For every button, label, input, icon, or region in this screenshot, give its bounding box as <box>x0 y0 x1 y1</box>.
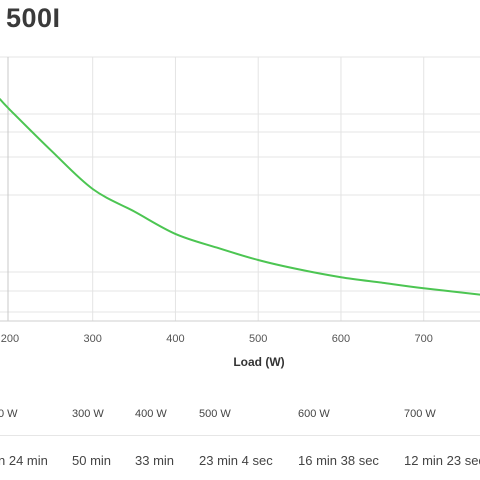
table-runtime-cell: 12 min 23 sec <box>404 453 480 468</box>
table-load-cell: 400 W <box>135 408 167 420</box>
table-divider <box>0 435 480 436</box>
x-tick-label: 700 <box>415 333 433 345</box>
x-tick-label: 600 <box>332 333 350 345</box>
table-runtime-cell: 23 min 4 sec <box>199 453 273 468</box>
runtime-table: 0 W 300 W 400 W 500 W 600 W 700 W n 24 m… <box>0 390 480 480</box>
table-load-cell: 600 W <box>298 408 330 420</box>
table-runtime-cell: 16 min 38 sec <box>298 453 379 468</box>
table-runtime-cell: n 24 min <box>0 453 48 468</box>
table-load-cell: 500 W <box>199 408 231 420</box>
x-tick-label: 300 <box>84 333 102 345</box>
chart-series <box>0 98 480 296</box>
x-tick-label: 400 <box>166 333 184 345</box>
table-load-cell: 700 W <box>404 408 436 420</box>
table-runtime-cell: 50 min <box>72 453 112 468</box>
table-load-cell: 300 W <box>72 408 104 420</box>
page-title: 500I <box>6 3 61 33</box>
x-axis-title: Load (W) <box>233 355 284 369</box>
runtime-chart: 200 300 400 500 600 700 Load (W) <box>0 56 480 369</box>
x-tick-label: 200 <box>1 333 19 345</box>
runtime-series-line <box>0 98 480 296</box>
table-runtime-cell: 33 min <box>135 453 175 468</box>
x-tick-label: 500 <box>249 333 267 345</box>
table-load-cell: 0 W <box>0 408 18 420</box>
chart-grid <box>0 56 480 322</box>
x-axis-ticks: 200 300 400 500 600 700 <box>1 333 433 345</box>
